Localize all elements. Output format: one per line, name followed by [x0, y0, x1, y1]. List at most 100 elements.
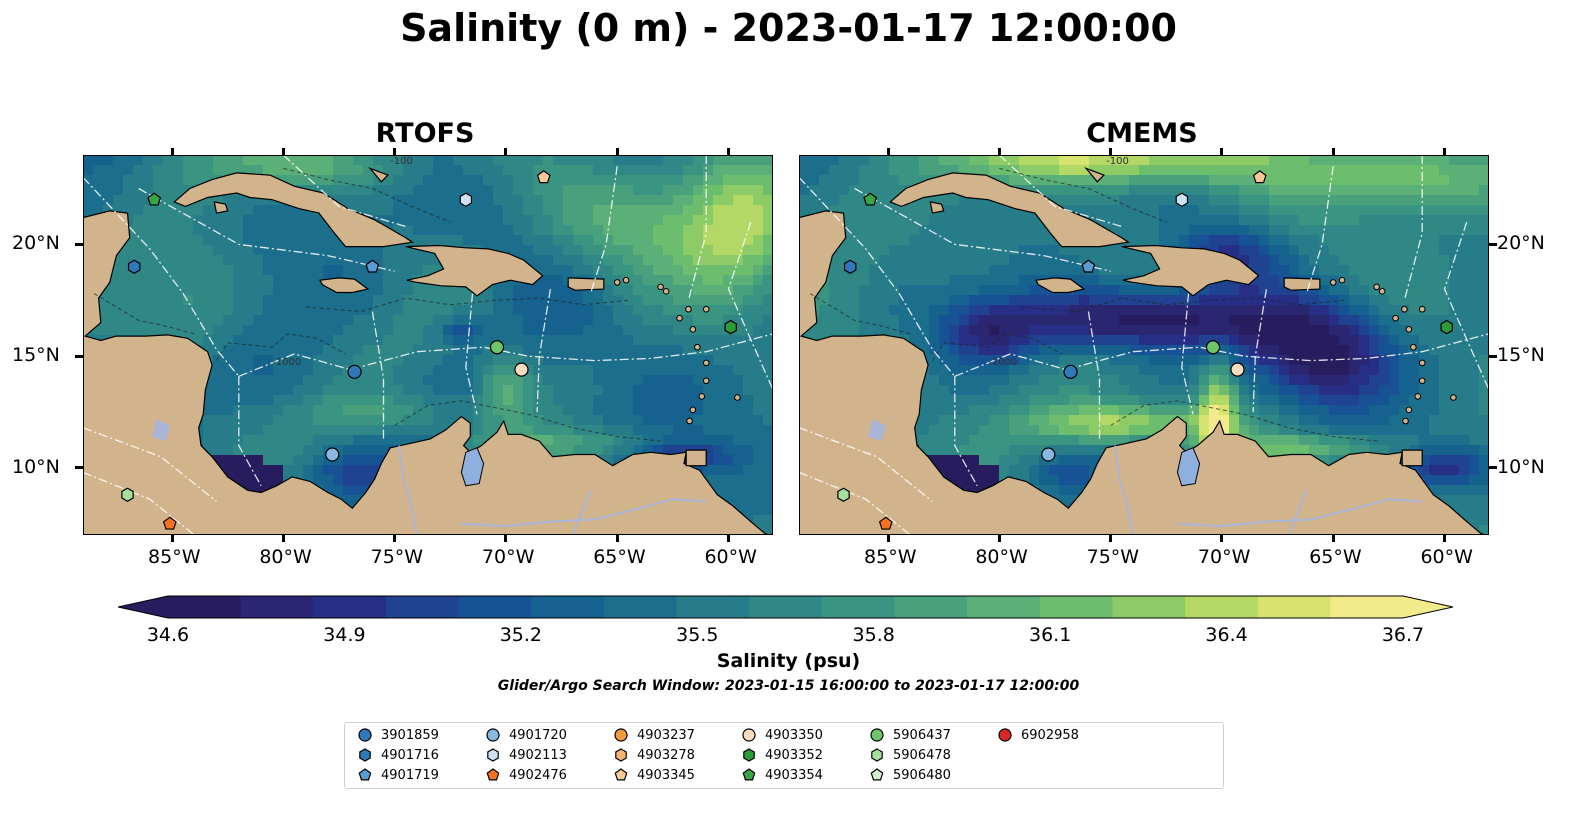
salinity-cell — [1069, 415, 1080, 426]
salinity-cell — [493, 225, 504, 236]
salinity-cell — [293, 175, 304, 186]
salinity-cell — [819, 175, 830, 186]
salinity-cell — [1239, 205, 1250, 216]
salinity-cell — [483, 175, 494, 186]
salinity-cell — [463, 165, 474, 176]
salinity-cell — [1159, 175, 1170, 186]
salinity-cell — [909, 335, 920, 346]
salinity-cell — [263, 465, 274, 476]
salinity-cell — [959, 325, 970, 336]
salinity-cell — [263, 335, 274, 346]
salinity-cell — [593, 395, 604, 406]
salinity-cell — [969, 165, 980, 176]
salinity-cell — [303, 355, 314, 366]
salinity-cell — [743, 455, 754, 466]
salinity-cell — [303, 375, 314, 386]
salinity-cell — [1359, 225, 1370, 236]
salinity-cell — [183, 215, 194, 226]
salinity-cell — [1009, 155, 1020, 166]
salinity-cell — [1239, 345, 1250, 356]
salinity-cell — [603, 155, 614, 166]
salinity-cell — [213, 245, 224, 256]
salinity-cell — [453, 165, 464, 176]
salinity-cell — [293, 165, 304, 176]
salinity-cell — [1029, 265, 1040, 276]
salinity-cell — [593, 285, 604, 296]
salinity-cell — [1089, 265, 1100, 276]
salinity-cell — [1089, 245, 1100, 256]
salinity-cell — [233, 355, 244, 366]
salinity-cell — [563, 445, 574, 456]
salinity-cell — [493, 305, 504, 316]
salinity-cell — [1189, 315, 1200, 326]
salinity-cell — [1209, 165, 1220, 176]
salinity-cell — [383, 335, 394, 346]
salinity-cell — [733, 205, 744, 216]
salinity-cell — [693, 175, 704, 186]
salinity-cell — [553, 225, 564, 236]
salinity-cell — [263, 285, 274, 296]
salinity-cell — [363, 245, 374, 256]
salinity-cell — [163, 235, 174, 246]
salinity-cell — [273, 465, 284, 476]
salinity-cell — [713, 235, 724, 246]
salinity-cell — [1039, 365, 1050, 376]
salinity-cell — [553, 285, 564, 296]
salinity-cell — [1339, 315, 1350, 326]
salinity-cell — [753, 155, 764, 166]
salinity-cell — [403, 215, 414, 226]
salinity-cell — [543, 275, 554, 286]
salinity-cell — [313, 355, 324, 366]
salinity-cell — [1289, 295, 1300, 306]
salinity-cell — [463, 235, 474, 246]
salinity-cell — [1359, 255, 1370, 266]
salinity-cell — [213, 425, 224, 436]
salinity-cell — [1279, 185, 1290, 196]
salinity-cell — [113, 195, 124, 206]
salinity-cell — [919, 445, 930, 456]
salinity-cell — [1249, 365, 1260, 376]
salinity-cell — [313, 255, 324, 266]
salinity-cell — [1239, 425, 1250, 436]
salinity-cell — [423, 265, 434, 276]
salinity-cell — [1319, 345, 1330, 356]
salinity-cell — [1269, 355, 1280, 366]
salinity-cell — [1079, 295, 1090, 306]
salinity-cell — [949, 295, 960, 306]
salinity-cell — [1389, 385, 1400, 396]
salinity-cell — [613, 345, 624, 356]
salinity-cell — [653, 175, 664, 186]
salinity-cell — [623, 245, 634, 256]
salinity-cell — [683, 195, 694, 206]
salinity-cell — [1199, 305, 1210, 316]
salinity-cell — [583, 195, 594, 206]
salinity-cell — [643, 345, 654, 356]
salinity-cell — [1099, 325, 1110, 336]
salinity-cell — [1009, 305, 1020, 316]
salinity-cell — [243, 255, 254, 266]
salinity-cell — [1349, 165, 1360, 176]
salinity-cell — [1219, 215, 1230, 226]
salinity-cell — [493, 315, 504, 326]
salinity-cell — [433, 155, 444, 166]
salinity-cell — [1239, 335, 1250, 346]
salinity-cell — [1099, 155, 1110, 166]
salinity-cell — [563, 325, 574, 336]
salinity-cell — [373, 265, 384, 276]
salinity-cell — [753, 265, 764, 276]
salinity-cell — [253, 355, 264, 366]
salinity-cell — [889, 325, 900, 336]
salinity-cell — [1389, 195, 1400, 206]
salinity-cell — [1119, 405, 1130, 416]
salinity-cell — [1259, 285, 1270, 296]
salinity-cell — [423, 405, 434, 416]
salinity-cell — [123, 195, 134, 206]
salinity-cell — [303, 255, 314, 266]
salinity-cell — [653, 245, 664, 256]
salinity-cell — [453, 385, 464, 396]
salinity-cell — [1269, 445, 1280, 456]
eez-boundary — [536, 288, 552, 413]
salinity-cell — [929, 275, 940, 286]
salinity-cell — [1389, 435, 1400, 446]
salinity-cell — [753, 445, 764, 456]
